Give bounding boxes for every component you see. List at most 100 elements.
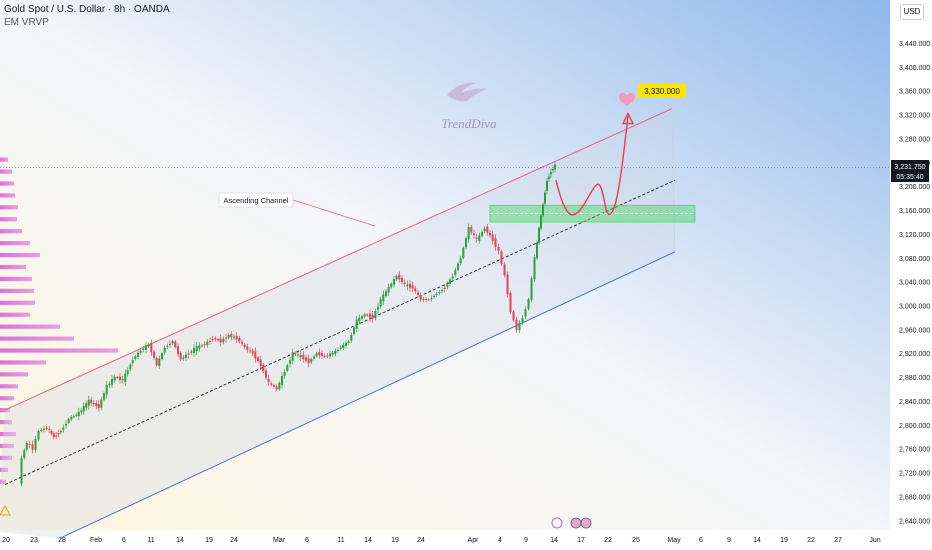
candle[interactable] bbox=[401, 277, 403, 283]
candle[interactable] bbox=[491, 234, 494, 241]
candle[interactable] bbox=[473, 233, 475, 235]
candle[interactable] bbox=[48, 429, 51, 431]
candle[interactable] bbox=[187, 353, 190, 355]
candle[interactable] bbox=[398, 274, 401, 280]
candle[interactable] bbox=[550, 172, 552, 175]
candle[interactable] bbox=[235, 335, 238, 340]
candle[interactable] bbox=[379, 299, 382, 307]
candle[interactable] bbox=[126, 370, 129, 375]
candle[interactable] bbox=[259, 359, 262, 367]
candle[interactable] bbox=[145, 345, 147, 350]
candle[interactable] bbox=[465, 238, 467, 248]
candle[interactable] bbox=[225, 337, 227, 339]
candle[interactable] bbox=[406, 284, 409, 287]
candle[interactable] bbox=[85, 403, 88, 408]
candle[interactable] bbox=[119, 376, 121, 381]
candle[interactable] bbox=[483, 228, 486, 232]
candle[interactable] bbox=[403, 282, 406, 284]
candle[interactable] bbox=[190, 351, 193, 353]
target-label-box[interactable] bbox=[638, 84, 686, 98]
candle[interactable] bbox=[113, 376, 116, 381]
candle[interactable] bbox=[137, 352, 139, 357]
warning-icon[interactable] bbox=[0, 504, 11, 516]
candle[interactable] bbox=[387, 286, 390, 293]
candle[interactable] bbox=[313, 356, 315, 359]
candle[interactable] bbox=[283, 371, 286, 376]
candle[interactable] bbox=[65, 423, 67, 426]
candle[interactable] bbox=[40, 430, 43, 432]
candle[interactable] bbox=[92, 403, 95, 405]
candle[interactable] bbox=[134, 356, 137, 359]
channel-middle-line[interactable] bbox=[4, 179, 676, 485]
candle[interactable] bbox=[358, 317, 361, 322]
candle[interactable] bbox=[518, 322, 521, 331]
candle[interactable] bbox=[147, 344, 150, 347]
candle[interactable] bbox=[179, 352, 182, 360]
candle[interactable] bbox=[90, 399, 93, 404]
candle[interactable] bbox=[494, 238, 497, 247]
candle[interactable] bbox=[538, 227, 540, 244]
candle[interactable] bbox=[342, 344, 345, 348]
candle[interactable] bbox=[459, 258, 462, 263]
candle[interactable] bbox=[409, 283, 411, 288]
candle[interactable] bbox=[299, 355, 302, 357]
candle[interactable] bbox=[230, 334, 233, 338]
channel-bottom-line[interactable] bbox=[59, 251, 676, 539]
candle[interactable] bbox=[470, 227, 473, 233]
candle[interactable] bbox=[509, 292, 512, 312]
candle[interactable] bbox=[417, 292, 419, 295]
candle[interactable] bbox=[425, 298, 427, 300]
candle[interactable] bbox=[142, 348, 145, 350]
candle[interactable] bbox=[395, 275, 398, 280]
candle[interactable] bbox=[153, 351, 155, 358]
candle[interactable] bbox=[393, 279, 395, 285]
candle[interactable] bbox=[103, 393, 105, 400]
candle[interactable] bbox=[161, 353, 163, 360]
indicator-label[interactable]: EM VRVP bbox=[4, 17, 49, 28]
candle[interactable] bbox=[369, 313, 371, 318]
candle[interactable] bbox=[554, 164, 556, 170]
candle[interactable] bbox=[217, 339, 219, 341]
candle[interactable] bbox=[43, 428, 45, 430]
candle[interactable] bbox=[430, 298, 433, 300]
candle[interactable] bbox=[198, 345, 201, 349]
candle[interactable] bbox=[214, 337, 217, 340]
candle[interactable] bbox=[233, 336, 235, 338]
time-axis[interactable] bbox=[0, 530, 890, 550]
candle[interactable] bbox=[503, 264, 506, 276]
candle[interactable] bbox=[121, 379, 124, 381]
candle[interactable] bbox=[34, 439, 37, 450]
candle[interactable] bbox=[331, 352, 334, 355]
candle[interactable] bbox=[527, 299, 530, 309]
candle[interactable] bbox=[371, 314, 374, 319]
candle[interactable] bbox=[70, 417, 73, 420]
candle[interactable] bbox=[59, 431, 62, 433]
candle[interactable] bbox=[302, 354, 305, 360]
event-flag-icon[interactable] bbox=[580, 517, 592, 529]
candle[interactable] bbox=[77, 411, 80, 417]
candle[interactable] bbox=[254, 351, 257, 359]
candle[interactable] bbox=[257, 357, 259, 362]
candle[interactable] bbox=[307, 358, 310, 364]
candle[interactable] bbox=[422, 299, 425, 301]
candle[interactable] bbox=[193, 348, 195, 353]
candle[interactable] bbox=[82, 405, 85, 412]
candle[interactable] bbox=[108, 383, 111, 386]
candle[interactable] bbox=[361, 316, 363, 319]
candle[interactable] bbox=[219, 338, 222, 343]
candle[interactable] bbox=[281, 375, 283, 385]
candle[interactable] bbox=[524, 309, 527, 317]
candle[interactable] bbox=[206, 341, 209, 346]
candle[interactable] bbox=[25, 443, 28, 450]
candle[interactable] bbox=[97, 403, 100, 408]
candle[interactable] bbox=[414, 288, 417, 292]
candle[interactable] bbox=[55, 435, 58, 437]
candle[interactable] bbox=[124, 373, 127, 382]
candle[interactable] bbox=[201, 345, 203, 347]
candle[interactable] bbox=[427, 299, 430, 301]
candle[interactable] bbox=[87, 399, 90, 406]
candle[interactable] bbox=[552, 169, 554, 171]
candle[interactable] bbox=[286, 365, 289, 372]
candle[interactable] bbox=[209, 340, 211, 342]
